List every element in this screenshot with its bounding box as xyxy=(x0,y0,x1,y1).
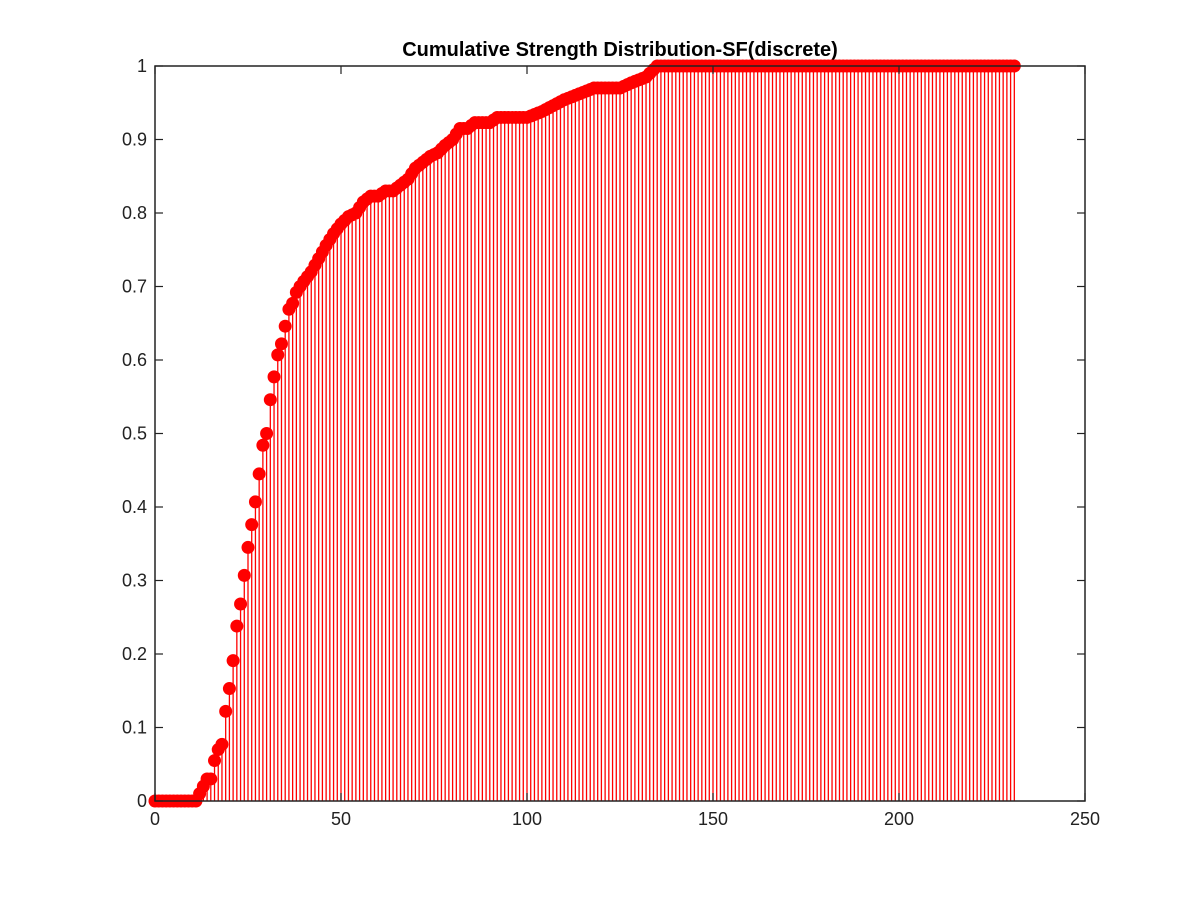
y-tick-label: 0.1 xyxy=(122,718,147,738)
y-tick-label: 0 xyxy=(137,791,147,811)
x-tick-label: 200 xyxy=(884,809,914,829)
stem-marker xyxy=(245,518,259,532)
y-tick-label: 0.8 xyxy=(122,203,147,223)
y-tick-label: 1 xyxy=(137,56,147,76)
stem-marker xyxy=(215,737,229,751)
y-tick-label: 0.3 xyxy=(122,571,147,591)
stem-marker xyxy=(274,337,288,351)
chart-title: Cumulative Strength Distribution-SF(disc… xyxy=(402,39,838,61)
stem-marker xyxy=(252,467,266,481)
stem-marker xyxy=(230,619,244,633)
stem-marker xyxy=(248,495,262,509)
stem-marker xyxy=(222,682,236,696)
stem-marker xyxy=(278,319,292,333)
y-tick-label: 0.6 xyxy=(122,350,147,370)
x-tick-label: 150 xyxy=(698,809,728,829)
stem-marker xyxy=(267,370,281,384)
stem-marker xyxy=(286,296,300,310)
stem-marker xyxy=(208,754,222,768)
stem-marker xyxy=(219,704,233,718)
stem-lines xyxy=(198,66,1015,801)
y-tick-label: 0.2 xyxy=(122,644,147,664)
y-tick-labels: 0 0.1 0.2 0.3 0.4 0.5 0.6 0.7 0.8 0.9 1 xyxy=(122,56,147,811)
stem-marker xyxy=(256,438,270,452)
stem-marker xyxy=(204,772,218,786)
y-tick-label: 0.5 xyxy=(122,424,147,444)
x-tick-label: 50 xyxy=(331,809,351,829)
x-tick-label: 250 xyxy=(1070,809,1100,829)
stem-markers xyxy=(148,59,1021,808)
stem-marker xyxy=(234,597,248,611)
y-tick-label: 0.4 xyxy=(122,497,147,517)
stem-marker xyxy=(237,568,251,582)
x-tick-label: 0 xyxy=(150,809,160,829)
stem-marker xyxy=(241,540,255,554)
axis-ticks xyxy=(154,65,1086,802)
y-tick-label: 0.7 xyxy=(122,277,147,297)
stem-marker xyxy=(263,393,277,407)
x-tick-labels: 0 50 100 150 200 250 xyxy=(150,809,1100,829)
y-tick-label: 0.9 xyxy=(122,130,147,150)
stem-marker xyxy=(226,654,240,668)
stem-marker xyxy=(260,427,274,440)
x-tick-label: 100 xyxy=(512,809,542,829)
stem-marker xyxy=(271,348,285,362)
